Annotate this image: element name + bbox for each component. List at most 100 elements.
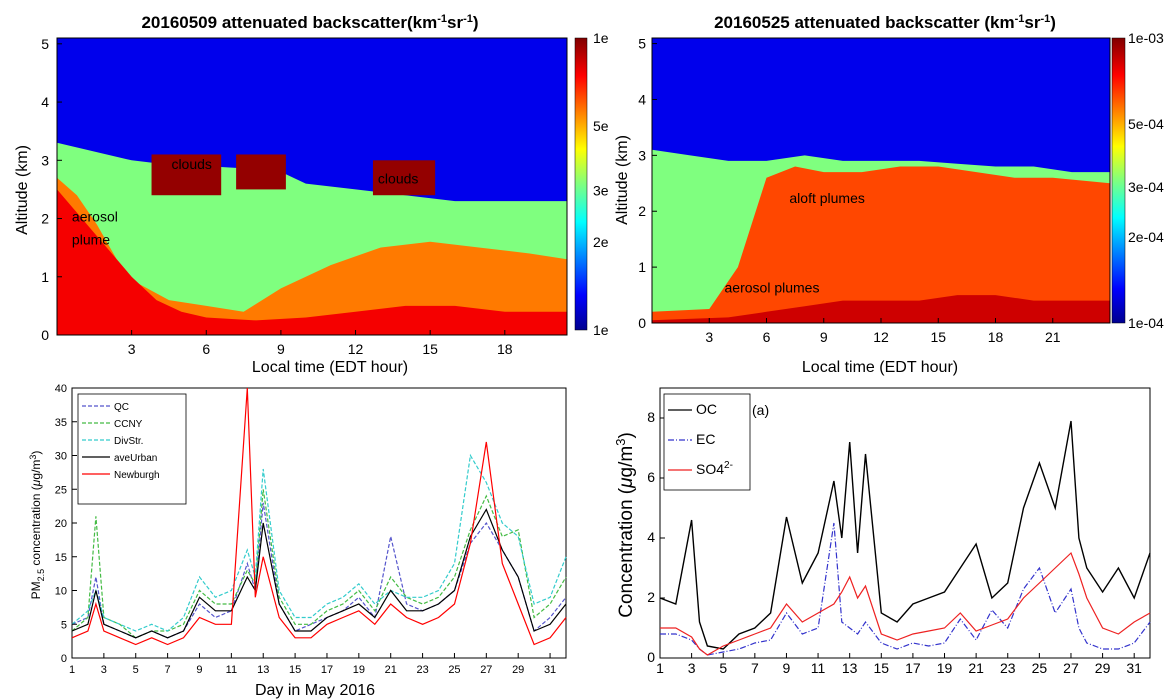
heatmap0525-y-tick-label: 2	[638, 203, 646, 219]
pm25-series-line-3	[71, 508, 567, 639]
heatmap0525-y-tick-label: 4	[638, 91, 646, 107]
species-x-tick-label: 31	[1126, 660, 1142, 676]
heatmap0509-colorbar-label: 1e	[593, 322, 609, 338]
heatmap0525-x-tick-label: 9	[820, 329, 828, 345]
x-tick-labels-0525: 3 6 9 12 15 18 21	[705, 318, 1061, 345]
pm25-legend-label: CCNY	[114, 419, 143, 430]
species-legend-label: EC	[696, 431, 715, 447]
species-x-tick-label: 29	[1095, 660, 1111, 676]
species-series-line-2	[660, 551, 1151, 656]
pm25-x-tick-label: 9	[196, 664, 202, 676]
heatmap0509-x-tick-label: 18	[497, 341, 513, 357]
heatmap0525-annotation-0: aloft plumes	[789, 190, 864, 206]
y-axis-label-0509: Altitude (km)	[14, 145, 31, 235]
species-x-tick-label: 9	[783, 660, 791, 676]
heatmap0509-x-tick-label: 3	[128, 341, 136, 357]
pm25-legend-label: Newburgh	[114, 470, 160, 481]
chart-title-0509: 20160509 attenuated backscatter(km-1sr-1…	[141, 13, 478, 32]
heatmap0525-y-tick-label: 5	[638, 36, 646, 52]
x-axis-label-0509: Local time (EDT hour)	[252, 359, 408, 376]
legend-species: OC EC SO42-	[663, 393, 751, 491]
colorbar-labels-0525: 1e-03 5e-04 3e-04 2e-04 1e-04	[1128, 30, 1164, 331]
heatmap0509-cloud-patch-0	[151, 154, 222, 196]
heatmap0509-annotation-3: plume	[72, 232, 110, 248]
species-y-tick-label: 2	[647, 589, 655, 605]
heatmap0525-x-tick-label: 12	[873, 329, 889, 345]
x-axis-label-0525: Local time (EDT hour)	[802, 359, 958, 376]
heatmap0509-x-tick-label: 12	[348, 341, 364, 357]
heatmap0509-cloud-patch-2	[372, 160, 436, 196]
pm25-x-tick-label: 21	[385, 664, 397, 676]
species-y-tick-label: 4	[647, 529, 655, 545]
heatmap0509-y-tick-label: 2	[41, 211, 49, 227]
colorbar-0509	[574, 37, 588, 331]
y-tick-labels-species: 0 2 4 6 8	[647, 409, 665, 665]
colorbar-labels-0509: 1e 2e 3e 5e 1e	[593, 30, 609, 338]
heatmap0509-x-tick-label: 6	[202, 341, 210, 357]
x-tick-labels-species: 1 3 5 7 9 11 13 15 17 19 21 23 25 27 29 31	[656, 653, 1142, 676]
species-x-tick-label: 23	[1000, 660, 1016, 676]
heatmap0525-colorbar-label: 1e-04	[1128, 315, 1164, 331]
heatmap0525-y-tick-label: 0	[638, 315, 646, 331]
pm25-y-tick-label: 0	[61, 653, 67, 665]
species-x-tick-label: 5	[719, 660, 727, 676]
pm25-x-tick-label: 3	[101, 664, 107, 676]
heatmap0509-x-tick-label: 15	[422, 341, 438, 357]
species-x-tick-label: 27	[1063, 660, 1079, 676]
plot-frame-0509	[56, 37, 568, 336]
pm25-x-tick-label: 19	[353, 664, 365, 676]
species-series-line-0	[659, 420, 1151, 650]
species-x-tick-label: 19	[937, 660, 953, 676]
pm25-x-tick-label: 5	[133, 664, 139, 676]
pm25-legend-label: aveUrban	[114, 453, 157, 464]
pm25-x-tick-label: 11	[226, 664, 237, 676]
species-x-tick-label: 1	[656, 660, 664, 676]
pm25-x-tick-label: 31	[544, 664, 556, 676]
chart-title-0525: 20160525 attenuated backscatter (km-1sr-…	[714, 13, 1056, 32]
heatmap0509-y-tick-label: 0	[41, 327, 49, 343]
heatmap0525-x-tick-label: 3	[705, 329, 713, 345]
heatmap0509-x-tick-label: 9	[277, 341, 285, 357]
heatmap0525-x-tick-label: 21	[1045, 329, 1061, 345]
legend-pm25: QC CCNY DivStr. aveUrban Newburgh	[77, 393, 187, 505]
heatmap-plot-area-0509: clouds clouds aerosol plume	[57, 38, 567, 335]
pm25-x-tick-label: 27	[480, 664, 492, 676]
heatmap0525-x-tick-label: 18	[988, 329, 1004, 345]
heatmap-panel-0525: 20160525 attenuated backscatter (km-1sr-…	[614, 13, 1164, 376]
species-x-tick-label: 11	[811, 660, 826, 676]
heatmap-plot-area-0525: aloft plumes aerosol plumes	[652, 38, 1110, 323]
species-x-tick-label: 21	[968, 660, 984, 676]
pm25-series-line-4	[71, 387, 567, 646]
heatmap0525-colorbar-label: 1e-03	[1128, 30, 1164, 46]
pm25-y-tick-label: 5	[61, 619, 67, 631]
heatmap0509-colorbar-label: 1e	[593, 30, 609, 46]
colorbar-0525	[1111, 37, 1126, 324]
species-series-lines	[659, 420, 1151, 656]
heatmap0509-annotation-1: clouds	[378, 171, 418, 187]
heatmap0509-backscatter-layer-2	[57, 189, 567, 335]
pm25-y-tick-label: 10	[55, 586, 67, 598]
pm25-y-tick-label: 40	[55, 383, 67, 395]
pm25-y-tick-label: 15	[55, 552, 67, 564]
heatmap0509-colorbar-label: 2e	[593, 234, 609, 250]
pm25-series-line-0	[71, 502, 567, 639]
pm25-series-lines	[71, 387, 567, 646]
heatmap0525-annotation-1: aerosol plumes	[725, 279, 820, 295]
panel-label-a: (a)	[752, 402, 769, 418]
species-x-tick-label: 13	[842, 660, 858, 676]
heatmap0525-colorbar-label: 2e-04	[1128, 229, 1164, 245]
pm25-series-line-2	[71, 453, 567, 632]
pm25-legend-label: QC	[114, 402, 129, 413]
x-tick-labels-0509: 3 6 9 12 15 18	[128, 330, 513, 357]
heatmap0525-y-tick-label: 3	[638, 147, 646, 163]
species-x-tick-label: 17	[905, 660, 921, 676]
pm25-y-tick-label: 30	[55, 451, 67, 463]
species-x-tick-label: 7	[751, 660, 759, 676]
heatmap0509-y-tick-label: 3	[41, 152, 49, 168]
pm25-panel: 1 3 5 7 9 11 13 15 17 19 21 23 25 27 29 31 051015202530…	[28, 383, 567, 699]
species-y-tick-label: 0	[647, 649, 655, 665]
heatmap0509-colorbar-label: 3e	[593, 183, 609, 199]
heatmap0509-backscatter-layer-1	[57, 177, 567, 335]
species-legend-label: SO42-	[696, 460, 733, 477]
